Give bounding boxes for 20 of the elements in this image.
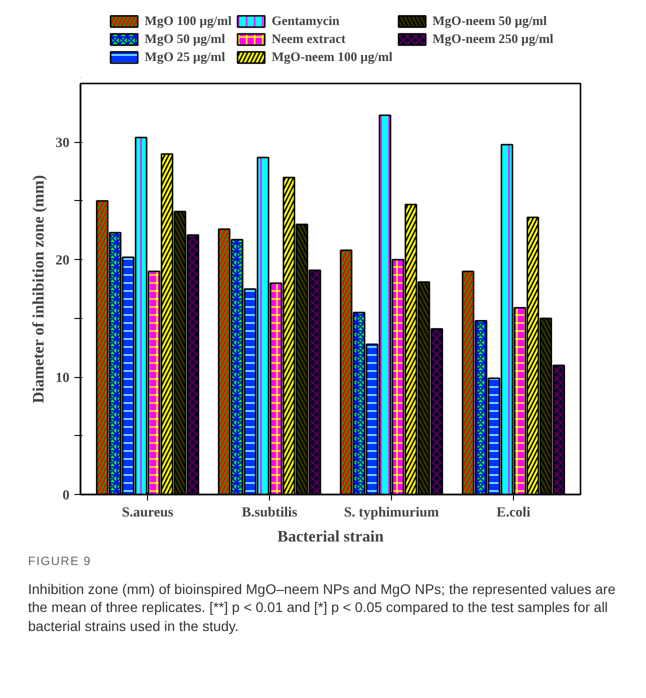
legend-label: MgO-neem 50 µg/ml xyxy=(432,13,547,29)
legend-label: Neem extract xyxy=(272,31,346,47)
x-tick-label: B.subtilis xyxy=(242,506,298,520)
x-tick-label: S.aureus xyxy=(122,506,174,520)
y-tick-label: 20 xyxy=(56,254,70,269)
legend-label: MgO 100 µg/ml xyxy=(144,13,232,29)
legend-label: Gentamycin xyxy=(272,13,340,29)
text: Inhibition zone (mm) of bioinspired MgO–neem NPs and MgO NPs; the represented values are the mean of three replicates. [**] p < 0.01 and [*] p < 0.05 compared to the test samples for all bacterial strains used in the study. xyxy=(28,580,617,635)
legend-label: MgO 50 µg/ml xyxy=(144,31,226,47)
x-axis-title: Bacterial strain xyxy=(277,528,384,546)
x-tick-label: E.coli xyxy=(496,506,530,520)
caption: FIGURE 9 xyxy=(28,553,92,570)
legend-label: MgO 25 µg/ml xyxy=(144,49,226,65)
y-tick-label: 10 xyxy=(56,371,70,386)
y-tick-label: 30 xyxy=(56,136,70,152)
legend-label: MgO-neem 250 µg/ml xyxy=(432,31,554,47)
y-axis-title: Diameter of inhibition zone (mm) xyxy=(30,175,48,404)
legend-label: MgO-neem 100 µg/ml xyxy=(272,49,392,65)
y-tick-label: 0 xyxy=(62,488,70,504)
x-tick-label: S. typhimurium xyxy=(344,506,440,520)
